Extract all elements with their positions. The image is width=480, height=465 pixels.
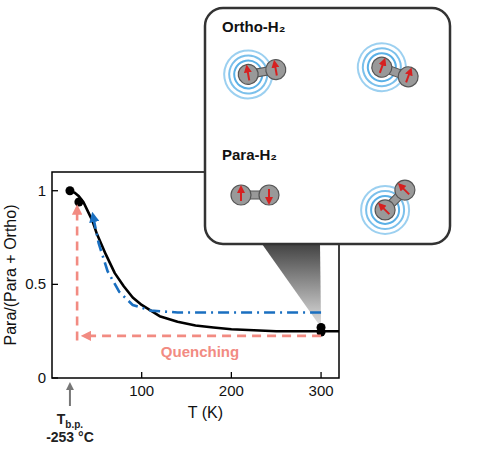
annotation: Quenching [161, 343, 239, 360]
x-tick [231, 372, 232, 378]
spin-arrow [275, 64, 277, 76]
atom [395, 64, 421, 90]
spin-arrow [268, 189, 270, 201]
spin-arrow [380, 62, 384, 73]
molecule [231, 185, 279, 205]
y-tick-label: 1 [38, 182, 46, 199]
inset-box [205, 8, 450, 244]
spin-arrow [240, 189, 242, 201]
bp-arrow [69, 386, 71, 406]
spin-arrow [381, 206, 389, 214]
y-tick [52, 284, 58, 285]
atom [391, 176, 419, 204]
chart: 100 200 300 0 0.5 1 T (K) Para/(Para + Ortho) Qu… [0, 0, 480, 465]
x-tick-label: 300 [309, 382, 334, 399]
inset-label: Ortho-H₂ [222, 18, 285, 35]
atom [231, 185, 251, 205]
atom [369, 54, 395, 80]
y-axis-title: Para/(Para + Ortho) [2, 205, 19, 346]
molecule [351, 36, 426, 102]
y-tick-label: 0 [38, 369, 46, 386]
spin-arrow [401, 186, 409, 194]
y-tick-label: 0.5 [25, 275, 46, 292]
data-point [74, 197, 83, 206]
rotation-ring [351, 176, 419, 244]
molecule [351, 166, 429, 244]
x-tick-label: 100 [129, 382, 154, 399]
spotlight [262, 244, 321, 327]
atom [371, 196, 399, 224]
y-tick [52, 377, 58, 378]
bp-label: Tb.p. [57, 411, 84, 430]
x-tick [320, 372, 321, 378]
inset-label: Para-H₂ [222, 146, 277, 163]
molecule [220, 44, 289, 102]
bp-note: -253 °C [46, 429, 94, 445]
series-line [76, 209, 79, 340]
y-tick [52, 190, 58, 191]
spin-arrow [247, 69, 249, 81]
x-tick [141, 372, 142, 378]
spin-arrow [406, 71, 410, 82]
atom [259, 185, 279, 205]
atom [237, 63, 260, 86]
x-axis-title: T (K) [188, 404, 223, 421]
series-line [86, 335, 321, 338]
x-tick-label: 200 [219, 382, 244, 399]
data-point [65, 186, 74, 195]
atom [264, 58, 287, 81]
rotation-ring [351, 36, 413, 98]
